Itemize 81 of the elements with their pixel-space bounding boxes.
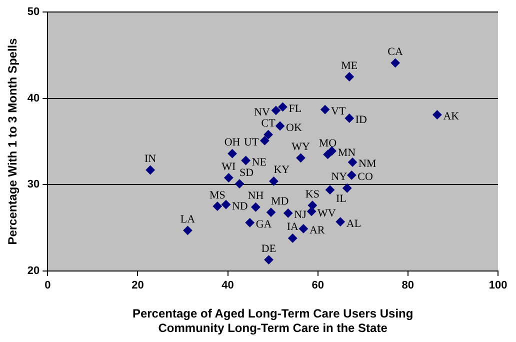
data-label: AL (346, 218, 362, 230)
point (221, 200, 230, 210)
data-label: MN (338, 146, 356, 159)
x-tick-label: 60 (312, 280, 324, 292)
point (298, 224, 308, 234)
point (278, 102, 288, 112)
point (320, 105, 330, 114)
point (251, 202, 260, 212)
data-label: NY (331, 171, 348, 184)
data-label: SD (239, 166, 254, 179)
data-label: KY (274, 164, 290, 176)
point (308, 200, 317, 210)
data-label: ME (341, 60, 358, 72)
x-tick-label: 40 (222, 280, 234, 292)
x-tick-label: 100 (488, 280, 508, 292)
point (342, 184, 352, 193)
data-label: CA (388, 46, 404, 58)
data-label: NM (358, 158, 376, 170)
point (269, 176, 278, 186)
data-label: CT (261, 118, 276, 130)
data-label: IN (144, 152, 156, 165)
y-tick-label: 40 (27, 92, 40, 104)
data-label: OH (224, 136, 240, 149)
data-label: UT (244, 136, 259, 149)
x-tick-label: 80 (402, 280, 414, 292)
point (245, 218, 254, 228)
data-label: WI (222, 160, 236, 173)
data-label: LA (180, 213, 196, 226)
data-label: AK (443, 110, 460, 123)
point (241, 156, 250, 165)
data-label: MS (209, 189, 226, 202)
point (288, 234, 298, 243)
data-label: WV (318, 207, 336, 220)
point (347, 170, 356, 180)
data-label: CO (358, 171, 373, 184)
x-tick-label: 0 (44, 280, 51, 292)
point (228, 149, 237, 158)
point (296, 153, 306, 162)
data-label: IA (286, 221, 298, 234)
point (183, 226, 192, 235)
data-label: WY (292, 140, 310, 153)
data-label: FL (288, 102, 302, 115)
data-label: NJ (294, 209, 308, 222)
point (271, 106, 280, 115)
data-label: ID (355, 114, 368, 126)
point (276, 121, 285, 130)
point (390, 58, 400, 68)
data-label: KS (305, 188, 320, 200)
data-label: OK (286, 122, 302, 134)
data-label: NV (254, 106, 270, 118)
point (348, 158, 358, 167)
data-label: VT (331, 106, 346, 118)
point (432, 110, 442, 120)
point (344, 72, 354, 82)
data-label: GA (256, 218, 272, 231)
data-label: ND (232, 200, 248, 213)
point (212, 202, 222, 211)
data-label: MO (318, 137, 337, 150)
data-label: MD (271, 195, 289, 208)
data-label: NE (252, 156, 267, 168)
data-label: IL (336, 192, 347, 205)
point (224, 173, 234, 182)
point (336, 217, 345, 226)
point (234, 179, 244, 188)
point (264, 255, 274, 264)
point (284, 208, 293, 218)
data-label: DE (261, 242, 276, 255)
point (264, 130, 273, 140)
point (266, 208, 276, 217)
point (260, 136, 270, 146)
y-tick-label: 30 (27, 178, 40, 191)
x-tick-label: 20 (132, 280, 144, 292)
y-tick-label: 50 (27, 6, 40, 18)
x-axis-title: Percentage of Aged Long-Term Care Users Using Community Long-Term Care in the State (132, 306, 414, 336)
y-axis-title: Percentage With 1 to 3 Month Spells (6, 38, 20, 245)
y-tick-label: 20 (27, 265, 40, 278)
point (326, 185, 335, 194)
point (146, 165, 155, 174)
point (344, 114, 354, 123)
data-label: NH (248, 190, 264, 202)
data-label: AR (309, 224, 326, 237)
